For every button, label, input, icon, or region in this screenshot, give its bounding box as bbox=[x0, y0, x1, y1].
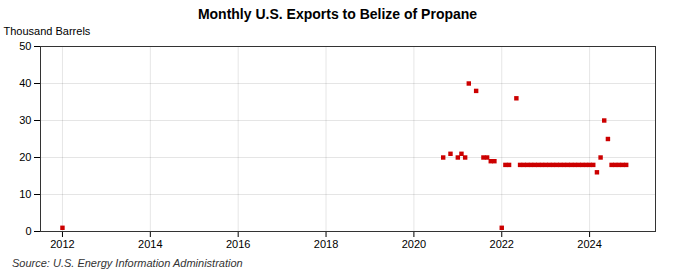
svg-text:2018: 2018 bbox=[314, 238, 338, 250]
html-text:Monthly U.S. Exports to Belize: Monthly U.S. Exports to Belize of Propan… bbox=[197, 6, 478, 22]
html-text:Source: U.S. Energy Informatio: Source: U.S. Energy Information Administ… bbox=[12, 257, 243, 269]
svg-text:20: 20 bbox=[19, 151, 31, 163]
svg-text:2016: 2016 bbox=[226, 238, 250, 250]
svg-text:Thousand Barrels: Thousand Barrels bbox=[4, 25, 91, 37]
svg-text:50: 50 bbox=[19, 40, 31, 52]
svg-text:30: 30 bbox=[19, 114, 31, 126]
svg-text:10: 10 bbox=[19, 188, 31, 200]
svg-text:2024: 2024 bbox=[577, 238, 601, 250]
svg-text:0: 0 bbox=[25, 225, 31, 237]
svg-text:40: 40 bbox=[19, 77, 31, 89]
svg-text:2012: 2012 bbox=[50, 238, 74, 250]
svg-text:2014: 2014 bbox=[138, 238, 162, 250]
svg-text:2020: 2020 bbox=[402, 238, 426, 250]
svg-text:2022: 2022 bbox=[490, 238, 514, 250]
